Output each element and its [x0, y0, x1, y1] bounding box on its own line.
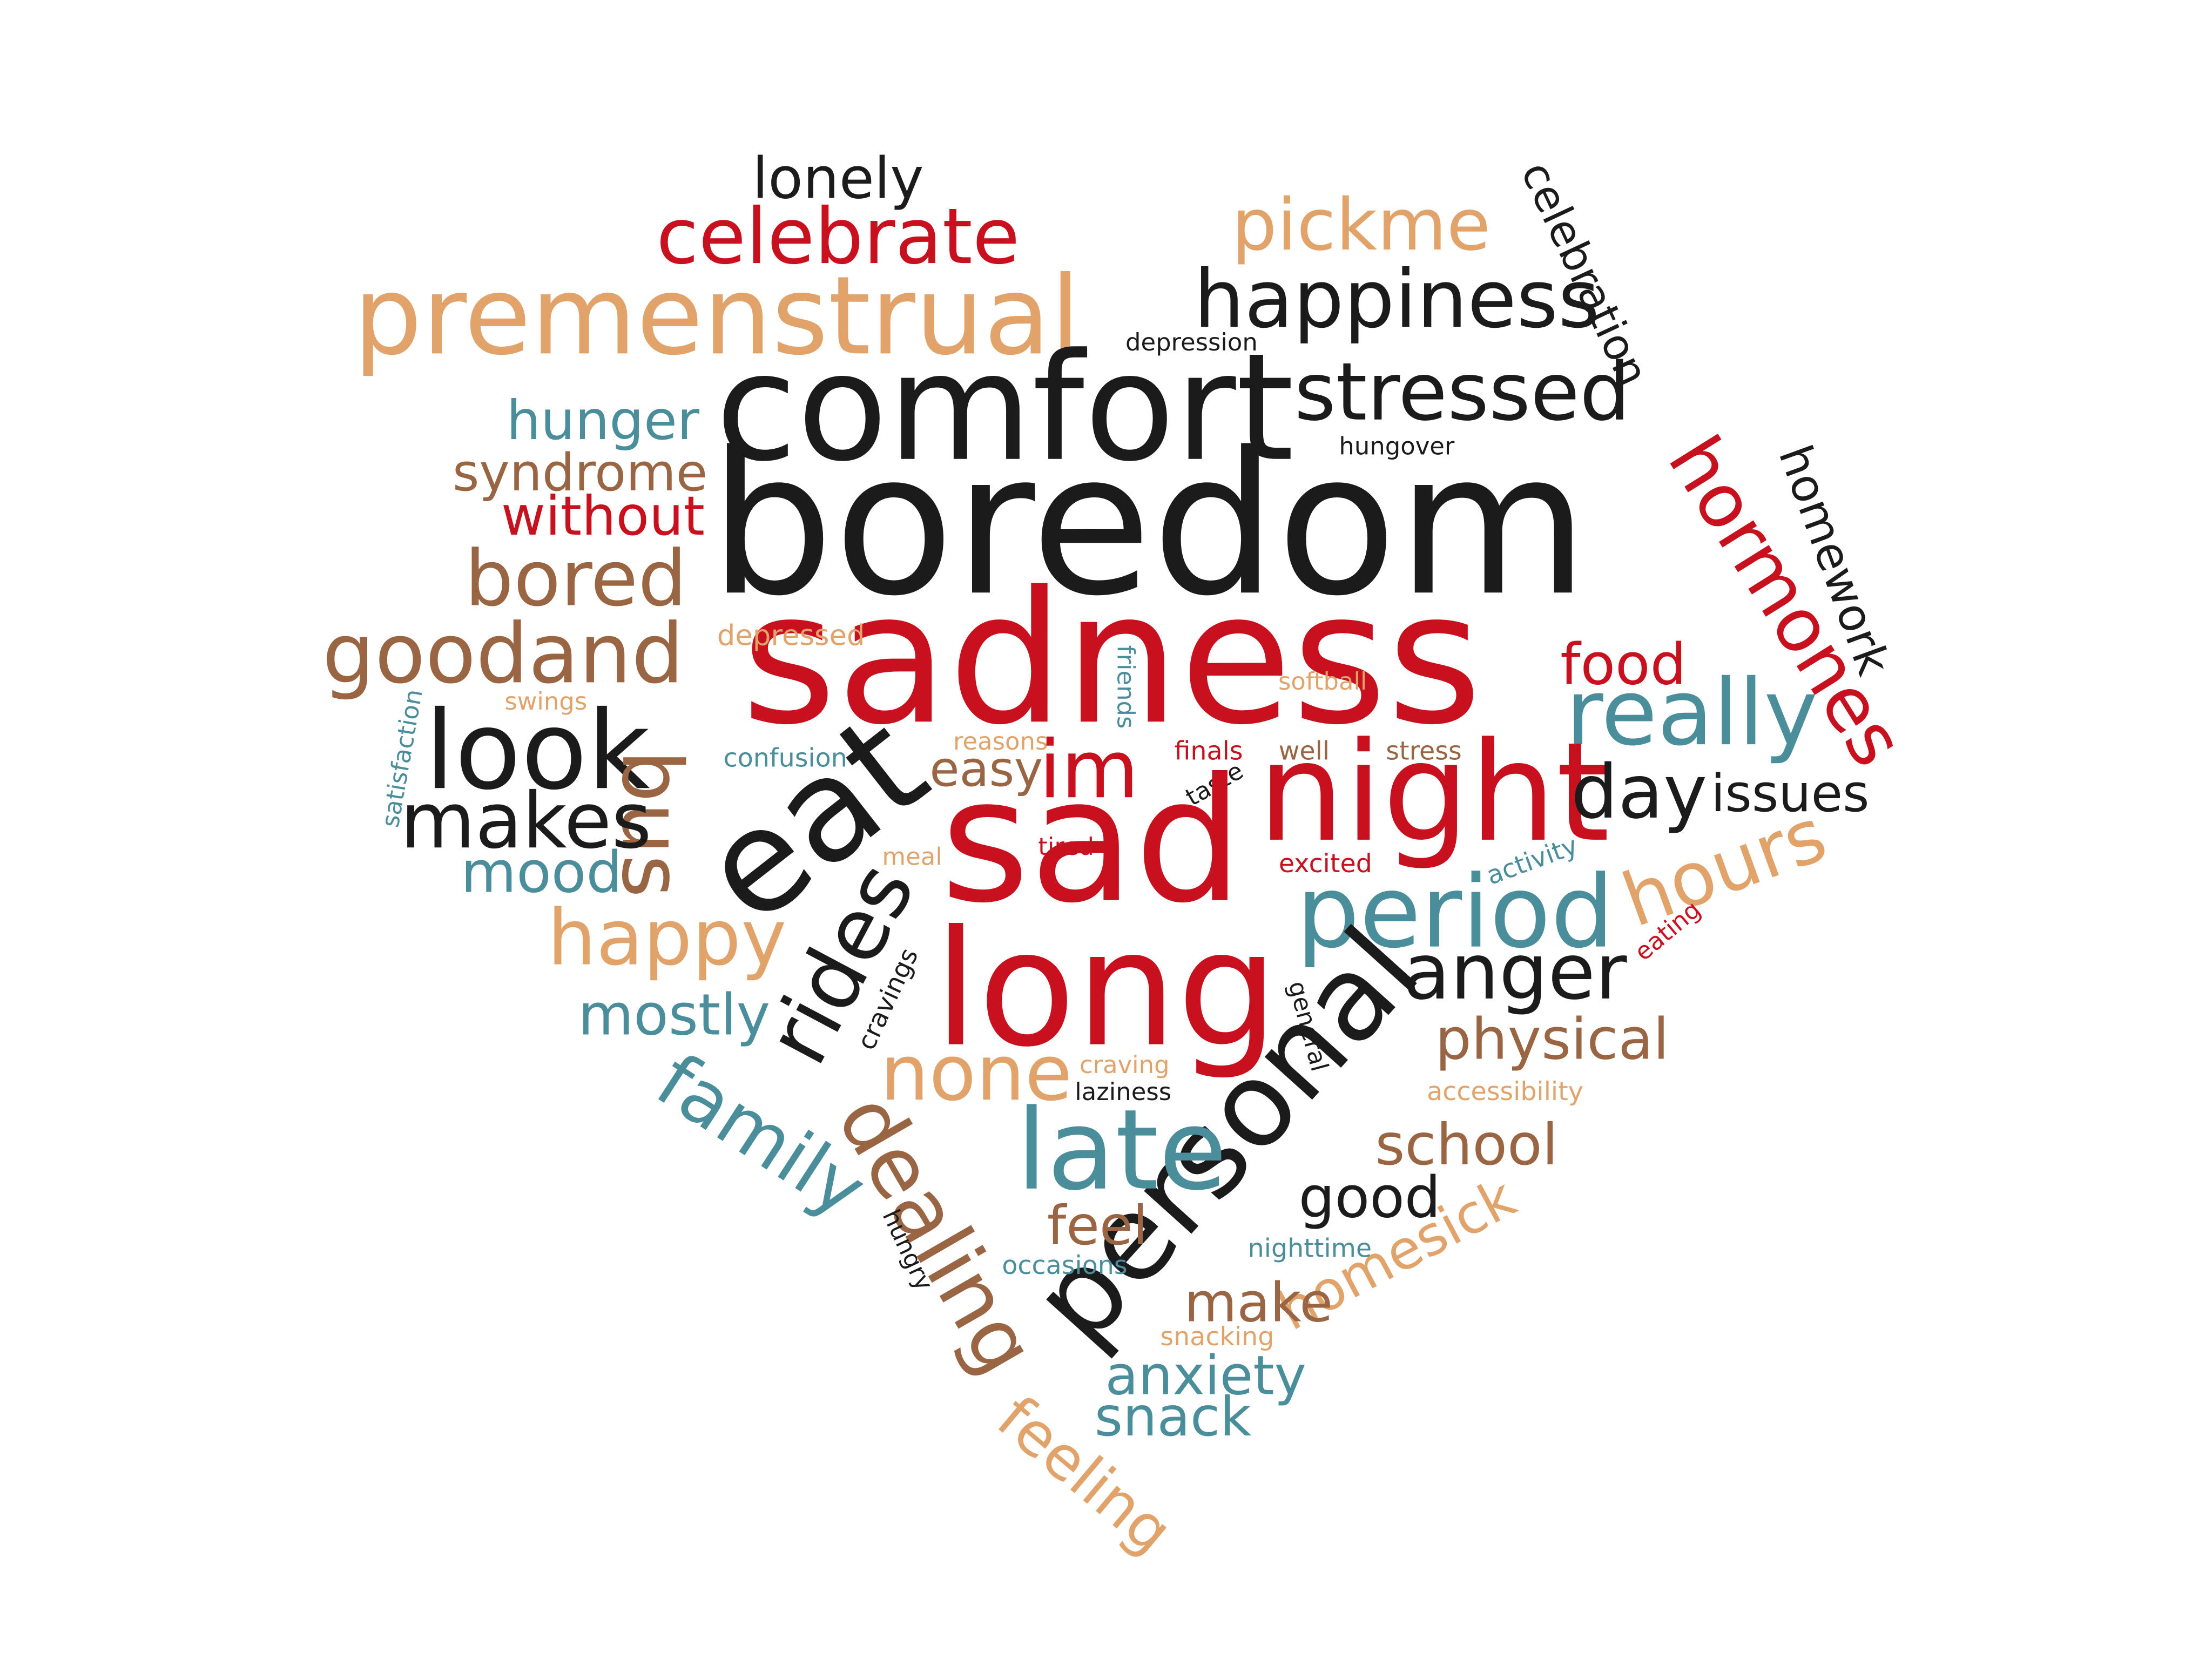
word-sadness: sadness	[741, 552, 1482, 765]
word-without: without	[501, 484, 705, 548]
word-physical: physical	[1435, 1006, 1669, 1073]
word-nighttime: nighttime	[1248, 1233, 1372, 1263]
word-lonely: lonely	[752, 145, 924, 211]
word-period: period	[1296, 854, 1614, 970]
word-long: long	[934, 896, 1278, 1082]
word-excited: excited	[1279, 849, 1372, 879]
word-meal: meal	[882, 842, 942, 871]
word-laziness: laziness	[1075, 1077, 1171, 1106]
word-sad: sad	[941, 741, 1243, 941]
word-swings: swings	[504, 687, 587, 716]
word-mood: mood	[461, 839, 622, 906]
word-anger: anger	[1403, 927, 1627, 1017]
word-confusion: confusion	[724, 744, 847, 773]
word-good: good	[1299, 1164, 1441, 1230]
word-snack: snack	[1095, 1385, 1252, 1448]
word-mostly: mostly	[578, 982, 770, 1048]
word-celebrate: celebrate	[656, 192, 1020, 281]
word-hunger: hunger	[507, 389, 700, 452]
word-make: make	[1184, 1271, 1333, 1334]
word-stress: stress	[1386, 736, 1462, 766]
word-craving: craving	[1080, 1050, 1170, 1079]
word-accessibility: accessibility	[1427, 1077, 1583, 1107]
word-easy: easy	[929, 741, 1043, 798]
word-syndrome: syndrome	[453, 443, 707, 503]
word-hungover: hungover	[1339, 432, 1454, 461]
word-bus: bus	[603, 750, 699, 898]
word-finals: finals	[1174, 736, 1243, 766]
word-feel: feel	[1047, 1194, 1148, 1257]
word-tired: tired	[1038, 832, 1094, 861]
word-issues: issues	[1711, 764, 1870, 824]
word-bored: bored	[465, 534, 687, 624]
word-softball: softball	[1278, 667, 1367, 696]
word-depression: depression	[1125, 328, 1258, 356]
word-reasons: reasons	[953, 727, 1048, 756]
word-anxiety: anxiety	[1105, 1344, 1306, 1407]
word-goodand: goodand	[322, 606, 684, 702]
word-really: really	[1566, 659, 1818, 766]
word-happiness: happiness	[1194, 253, 1600, 346]
word-night: night	[1258, 713, 1610, 872]
word-snacking: snacking	[1160, 1322, 1274, 1352]
word-food: food	[1560, 631, 1686, 697]
word-school: school	[1375, 1111, 1558, 1178]
word-premenstrual: premenstrual	[353, 253, 1080, 379]
word-depressed: depressed	[717, 619, 865, 652]
word-comfort: comfort	[716, 321, 1294, 494]
word-makes: makes	[400, 776, 652, 866]
word-stressed: stressed	[1294, 346, 1630, 439]
word-none: none	[880, 1028, 1073, 1118]
word-happy: happy	[548, 893, 787, 983]
word-well: well	[1279, 736, 1330, 766]
word-im: im	[1039, 723, 1139, 816]
word-occasions: occasions	[1002, 1251, 1127, 1280]
word-pickme: pickme	[1232, 184, 1491, 267]
word-day: day	[1571, 750, 1707, 835]
word-look: look	[424, 688, 650, 814]
word-friends: friends	[1111, 645, 1140, 729]
word-boredom: boredom	[709, 410, 1589, 639]
word-late: late	[1016, 1085, 1228, 1215]
